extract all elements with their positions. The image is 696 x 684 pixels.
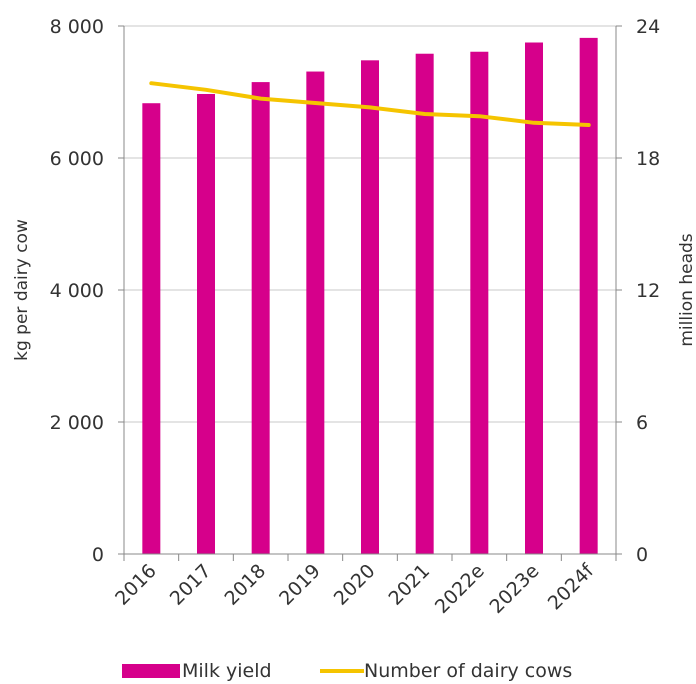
bar-2021: [415, 53, 434, 554]
left-tick-label: 4 000: [50, 280, 104, 302]
bar-2018: [251, 82, 270, 554]
bar-2024f: [579, 37, 598, 554]
bar-2017: [197, 93, 215, 554]
x-tick-label: 2019: [275, 560, 325, 610]
x-tick-label: 2018: [220, 560, 270, 610]
x-tick-label: 2021: [384, 560, 434, 610]
legend-dairy-cows-label: Number of dairy cows: [364, 660, 572, 682]
legend: Milk yield Number of dairy cows: [122, 660, 572, 682]
x-tick-label: 2020: [330, 560, 380, 610]
left-tick-label: 0: [92, 544, 104, 566]
legend-milk-yield-swatch: [122, 664, 180, 678]
right-tick-label: 6: [636, 412, 648, 434]
x-tick-label: 2023e: [486, 560, 544, 618]
right-tick-label: 24: [636, 16, 660, 38]
right-tick-label: 0: [636, 544, 648, 566]
left-tick-label: 2 000: [50, 412, 104, 434]
right-tick-label: 12: [636, 280, 660, 302]
dairy-cows-line: [149, 81, 591, 127]
bar-2022e: [470, 51, 489, 555]
left-axis-ticks: 0 2 000 4 000 6 000 8 000: [50, 16, 124, 566]
x-tick-label: 2024f: [544, 559, 599, 614]
x-tick-label: 2017: [166, 560, 216, 610]
x-tick-label: 2016: [111, 560, 161, 610]
bar-2020: [361, 60, 379, 554]
bar-2023e: [525, 42, 543, 554]
x-tick-label: 2022e: [431, 560, 489, 618]
left-tick-label: 8 000: [50, 16, 104, 38]
y-axis-title: kg per dairy cow: [12, 219, 32, 361]
right-axis-ticks: 0 6 12 18 24: [616, 16, 660, 566]
left-tick-label: 6 000: [50, 148, 104, 170]
milk-yield-bars: [142, 37, 598, 555]
y2-axis-title: million heads: [677, 233, 696, 346]
right-tick-label: 18: [636, 148, 660, 170]
bar-2019: [306, 71, 325, 554]
bar-2016: [142, 103, 161, 554]
legend-milk-yield-label: Milk yield: [182, 660, 272, 682]
